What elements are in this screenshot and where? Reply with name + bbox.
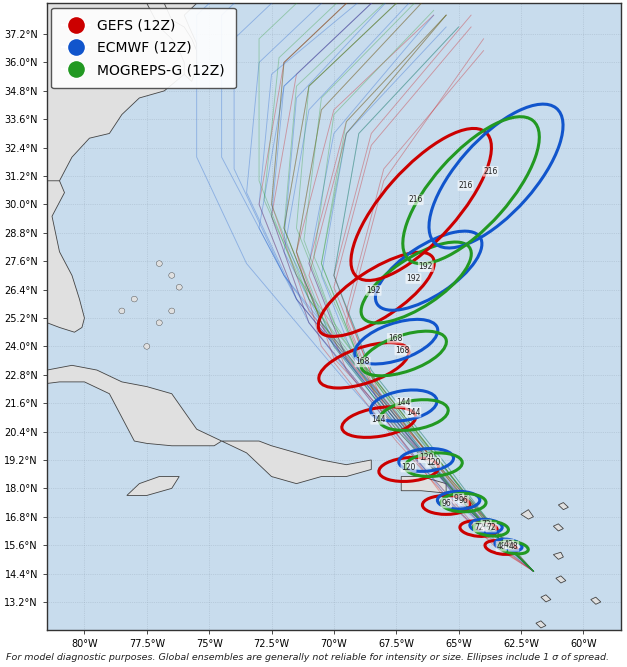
Text: 168: 168 bbox=[395, 346, 409, 355]
Text: 144: 144 bbox=[406, 408, 421, 417]
Circle shape bbox=[156, 320, 162, 325]
Polygon shape bbox=[554, 524, 564, 531]
Polygon shape bbox=[541, 595, 551, 602]
Text: 48: 48 bbox=[509, 542, 519, 551]
Text: 168: 168 bbox=[387, 334, 402, 343]
Text: 48: 48 bbox=[504, 540, 514, 548]
Text: 216: 216 bbox=[458, 181, 473, 190]
Text: 192: 192 bbox=[419, 262, 433, 271]
Circle shape bbox=[169, 273, 175, 278]
Text: 72: 72 bbox=[482, 520, 491, 530]
Polygon shape bbox=[127, 476, 179, 496]
Polygon shape bbox=[591, 597, 601, 604]
Text: 192: 192 bbox=[406, 274, 421, 283]
Circle shape bbox=[176, 284, 182, 290]
Circle shape bbox=[119, 308, 125, 313]
Polygon shape bbox=[401, 476, 446, 493]
Circle shape bbox=[131, 296, 137, 302]
Text: 96: 96 bbox=[441, 498, 451, 508]
Text: 120: 120 bbox=[401, 463, 416, 472]
Circle shape bbox=[156, 261, 162, 266]
Text: 120: 120 bbox=[419, 454, 433, 462]
Polygon shape bbox=[556, 576, 566, 583]
Text: 168: 168 bbox=[356, 358, 370, 366]
Polygon shape bbox=[536, 621, 546, 628]
Text: For model diagnostic purposes. Global ensembles are generally not reliable for i: For model diagnostic purposes. Global en… bbox=[6, 653, 609, 662]
Polygon shape bbox=[521, 510, 534, 519]
Text: 96: 96 bbox=[459, 496, 468, 505]
Text: 96: 96 bbox=[454, 494, 463, 503]
Polygon shape bbox=[47, 3, 197, 193]
Polygon shape bbox=[559, 502, 568, 510]
Polygon shape bbox=[47, 181, 85, 332]
Polygon shape bbox=[147, 3, 197, 81]
Text: 144: 144 bbox=[371, 415, 386, 424]
Polygon shape bbox=[554, 552, 564, 560]
Text: 72: 72 bbox=[474, 522, 483, 532]
Text: 48: 48 bbox=[497, 542, 506, 551]
Text: 120: 120 bbox=[426, 458, 441, 467]
Text: 72: 72 bbox=[487, 523, 496, 532]
Legend: GEFS (12Z), ECMWF (12Z), MOGREPS-G (12Z): GEFS (12Z), ECMWF (12Z), MOGREPS-G (12Z) bbox=[51, 7, 236, 89]
Text: 216: 216 bbox=[409, 195, 423, 204]
Text: 216: 216 bbox=[483, 167, 498, 176]
Polygon shape bbox=[221, 441, 371, 484]
Circle shape bbox=[169, 308, 175, 313]
Circle shape bbox=[144, 344, 150, 350]
Text: 192: 192 bbox=[366, 286, 381, 295]
Text: 144: 144 bbox=[396, 398, 411, 407]
Polygon shape bbox=[0, 366, 221, 446]
